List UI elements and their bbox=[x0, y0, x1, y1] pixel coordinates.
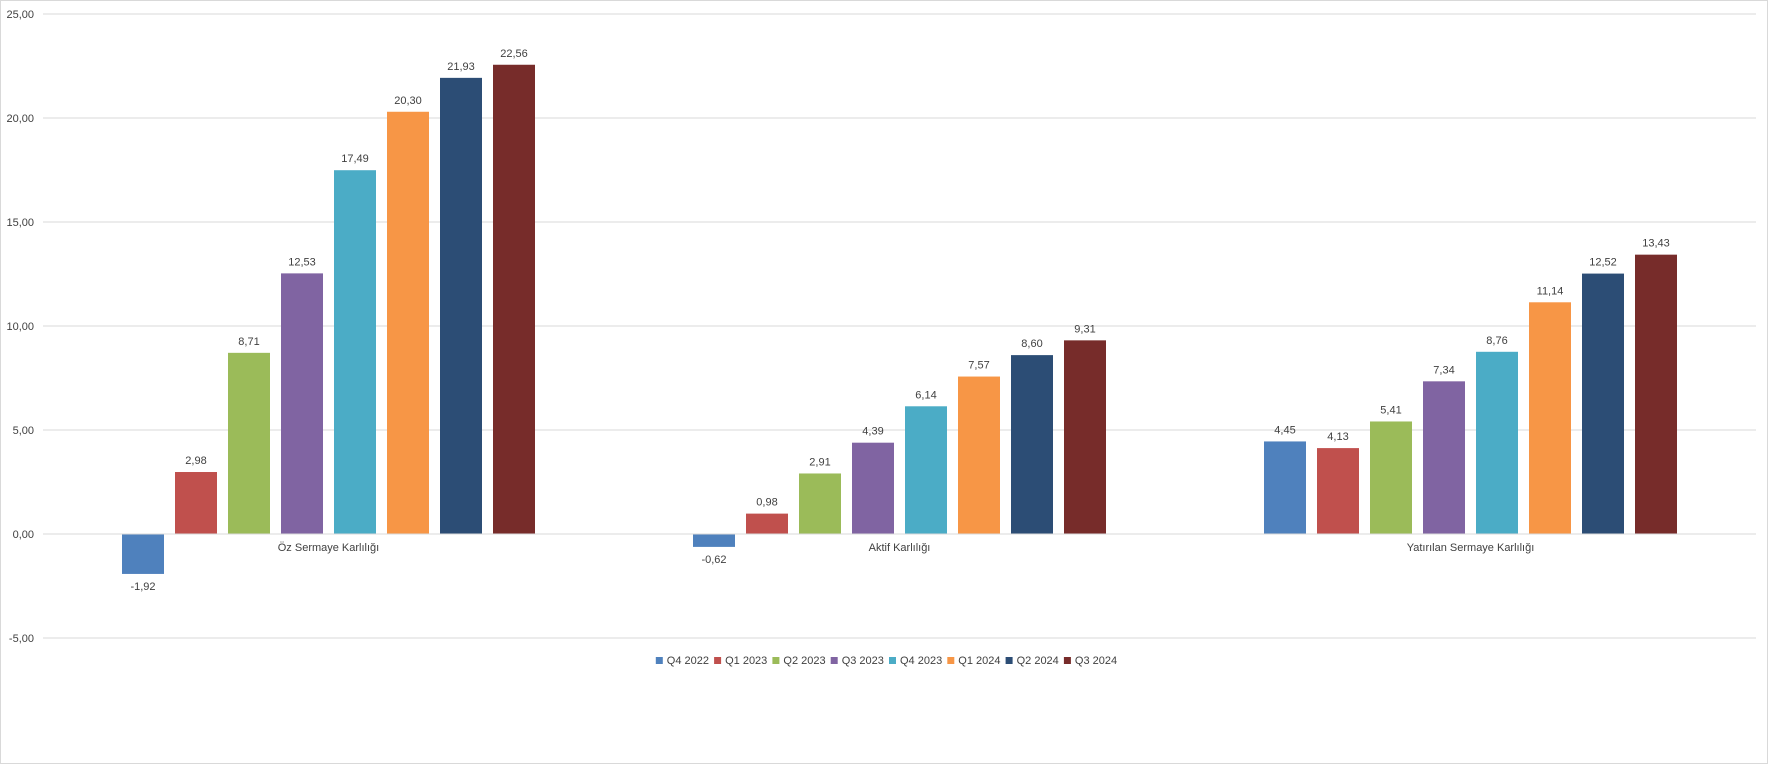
gridlines bbox=[43, 13, 1756, 639]
bar bbox=[852, 442, 894, 534]
legend-label: Q4 2022 bbox=[667, 655, 709, 667]
bar bbox=[1011, 355, 1053, 534]
data-labels: -1,92 2,98 8,71 12,53 17,49 20,30 21,93 22,56 -0… bbox=[130, 48, 1669, 593]
legend-label: Q2 2024 bbox=[1017, 655, 1059, 667]
bar bbox=[493, 64, 535, 534]
data-label: 4,45 bbox=[1274, 424, 1295, 436]
data-label: 13,43 bbox=[1642, 238, 1670, 250]
y-axis-tick-labels: -5,00 0,00 5,00 10,00 15,00 20,00 25,00 bbox=[6, 9, 34, 645]
legend-label: Q2 2023 bbox=[783, 655, 825, 667]
data-label: 12,52 bbox=[1589, 257, 1617, 269]
data-label: 2,98 bbox=[185, 455, 206, 467]
legend-swatch bbox=[1005, 657, 1013, 664]
bar bbox=[1064, 340, 1106, 534]
legend-item: Q3 2023 bbox=[830, 655, 884, 667]
data-label: -1,92 bbox=[130, 581, 155, 593]
bar bbox=[1423, 381, 1465, 534]
bar bbox=[334, 170, 376, 534]
bar bbox=[175, 472, 217, 534]
legend-swatch bbox=[655, 657, 663, 664]
y-tick-label: -5,00 bbox=[9, 633, 34, 645]
data-label: 17,49 bbox=[341, 153, 369, 165]
bar bbox=[1317, 448, 1359, 534]
legend-swatch bbox=[830, 657, 838, 664]
data-label: 8,60 bbox=[1021, 338, 1042, 350]
legend-label: Q3 2023 bbox=[842, 655, 884, 667]
category-label: Yatırılan Sermaye Karlılığı bbox=[1407, 542, 1535, 554]
legend-item: Q2 2024 bbox=[1005, 655, 1059, 667]
data-label: 2,91 bbox=[809, 456, 830, 468]
data-label: -0,62 bbox=[701, 554, 726, 566]
data-label: 0,98 bbox=[756, 497, 777, 509]
bar bbox=[122, 534, 164, 574]
data-label: 11,14 bbox=[1537, 285, 1564, 297]
y-tick-label: 20,00 bbox=[6, 113, 34, 125]
bars bbox=[122, 64, 1677, 574]
data-label: 9,31 bbox=[1074, 323, 1095, 335]
data-label: 21,93 bbox=[447, 61, 475, 73]
legend-item: Q1 2023 bbox=[714, 655, 767, 667]
y-tick-label: 10,00 bbox=[6, 321, 34, 333]
data-label: 7,57 bbox=[968, 360, 989, 372]
bar bbox=[693, 534, 735, 547]
bar bbox=[1582, 273, 1624, 534]
legend-item: Q2 2023 bbox=[772, 655, 826, 667]
legend-item: Q4 2022 bbox=[655, 655, 709, 667]
legend-item: Q3 2024 bbox=[1063, 655, 1117, 667]
bar bbox=[1370, 421, 1412, 534]
bar bbox=[1476, 351, 1518, 534]
bar bbox=[281, 273, 323, 534]
category-labels: Öz Sermaye Karlılığı Aktif Karlılığı Yatır… bbox=[278, 542, 1535, 554]
bar bbox=[905, 406, 947, 534]
y-tick-label: 5,00 bbox=[13, 425, 34, 437]
bar bbox=[958, 376, 1000, 534]
bar bbox=[1635, 254, 1677, 534]
data-label: 8,76 bbox=[1486, 335, 1507, 347]
legend-swatch bbox=[889, 657, 896, 664]
legend-swatch bbox=[772, 657, 780, 664]
category-label: Aktif Karlılığı bbox=[869, 542, 931, 554]
legend-swatch bbox=[947, 657, 955, 664]
y-tick-label: 15,00 bbox=[6, 217, 34, 229]
bar bbox=[746, 513, 788, 534]
bar bbox=[1529, 302, 1571, 534]
legend: Q4 2022 Q1 2023 Q2 2023 Q3 2023 Q4 2023 Q1 20… bbox=[655, 655, 1117, 667]
category-label: Öz Sermaye Karlılığı bbox=[278, 542, 379, 554]
legend-label: Q3 2024 bbox=[1075, 655, 1117, 667]
bar bbox=[1264, 441, 1306, 534]
data-label: 7,34 bbox=[1433, 364, 1454, 376]
data-label: 5,41 bbox=[1380, 404, 1401, 416]
data-label: 8,71 bbox=[238, 336, 259, 348]
data-label: 4,39 bbox=[862, 426, 883, 438]
legend-label: Q4 2023 bbox=[900, 655, 942, 667]
y-tick-label: 25,00 bbox=[6, 9, 34, 21]
bar bbox=[440, 77, 482, 534]
bar bbox=[387, 111, 429, 534]
data-label: 22,56 bbox=[500, 48, 528, 60]
legend-swatch bbox=[714, 657, 722, 664]
bar bbox=[799, 473, 841, 534]
legend-item: Q4 2023 bbox=[889, 655, 942, 667]
data-label: 6,14 bbox=[915, 389, 936, 401]
data-label: 20,30 bbox=[394, 95, 422, 107]
legend-label: Q1 2024 bbox=[958, 655, 1000, 667]
legend-item: Q1 2024 bbox=[947, 655, 1001, 667]
legend-swatch bbox=[1063, 657, 1071, 664]
bar bbox=[228, 352, 270, 534]
y-tick-label: 0,00 bbox=[13, 529, 34, 541]
data-label: 12,53 bbox=[288, 256, 316, 268]
legend-label: Q1 2023 bbox=[725, 655, 767, 667]
data-label: 4,13 bbox=[1327, 431, 1348, 443]
